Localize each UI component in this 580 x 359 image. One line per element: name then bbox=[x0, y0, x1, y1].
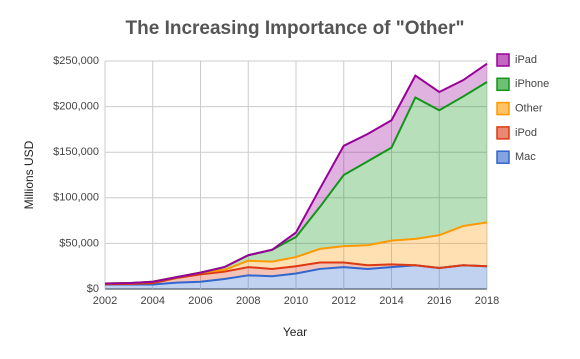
y-tick-label: $250,000 bbox=[53, 55, 99, 67]
y-tick-label: $100,000 bbox=[53, 192, 99, 204]
area bbox=[105, 81, 487, 284]
area-line bbox=[104, 261, 488, 286]
legend-label: iPod bbox=[515, 127, 537, 139]
area-line bbox=[104, 62, 488, 285]
area bbox=[105, 222, 487, 285]
legend-label: iPad bbox=[515, 54, 537, 66]
legend-swatch bbox=[496, 53, 510, 67]
x-tick-label: 2014 bbox=[379, 295, 403, 307]
y-tick-label: $200,000 bbox=[53, 101, 99, 113]
y-axis-label: Millions USD bbox=[22, 140, 36, 209]
y-tick-label: $150,000 bbox=[53, 146, 99, 158]
x-tick-label: 2002 bbox=[93, 295, 117, 307]
legend-swatch bbox=[496, 77, 510, 92]
x-axis-label: Year bbox=[283, 325, 307, 339]
x-tick-label: 2006 bbox=[188, 295, 212, 307]
legend-label: iPhone bbox=[515, 78, 549, 90]
chart-title: The Increasing Importance of "Other" bbox=[126, 18, 465, 39]
x-tick-label: 2010 bbox=[284, 295, 308, 307]
area bbox=[105, 265, 487, 289]
legend-swatch bbox=[496, 101, 510, 116]
legend-swatch bbox=[496, 126, 510, 140]
x-tick-label: 2012 bbox=[332, 295, 356, 307]
y-tick-label: $50,000 bbox=[59, 237, 99, 249]
legend-swatch bbox=[496, 150, 510, 164]
x-tick-label: 2016 bbox=[427, 295, 451, 307]
x-tick-label: 2008 bbox=[236, 295, 260, 307]
legend-label: Other bbox=[515, 103, 543, 115]
x-tick-label: 2018 bbox=[475, 295, 499, 307]
x-tick-label: 2004 bbox=[141, 295, 165, 307]
y-tick-label: $0 bbox=[87, 283, 99, 295]
legend-label: Mac bbox=[515, 151, 536, 163]
